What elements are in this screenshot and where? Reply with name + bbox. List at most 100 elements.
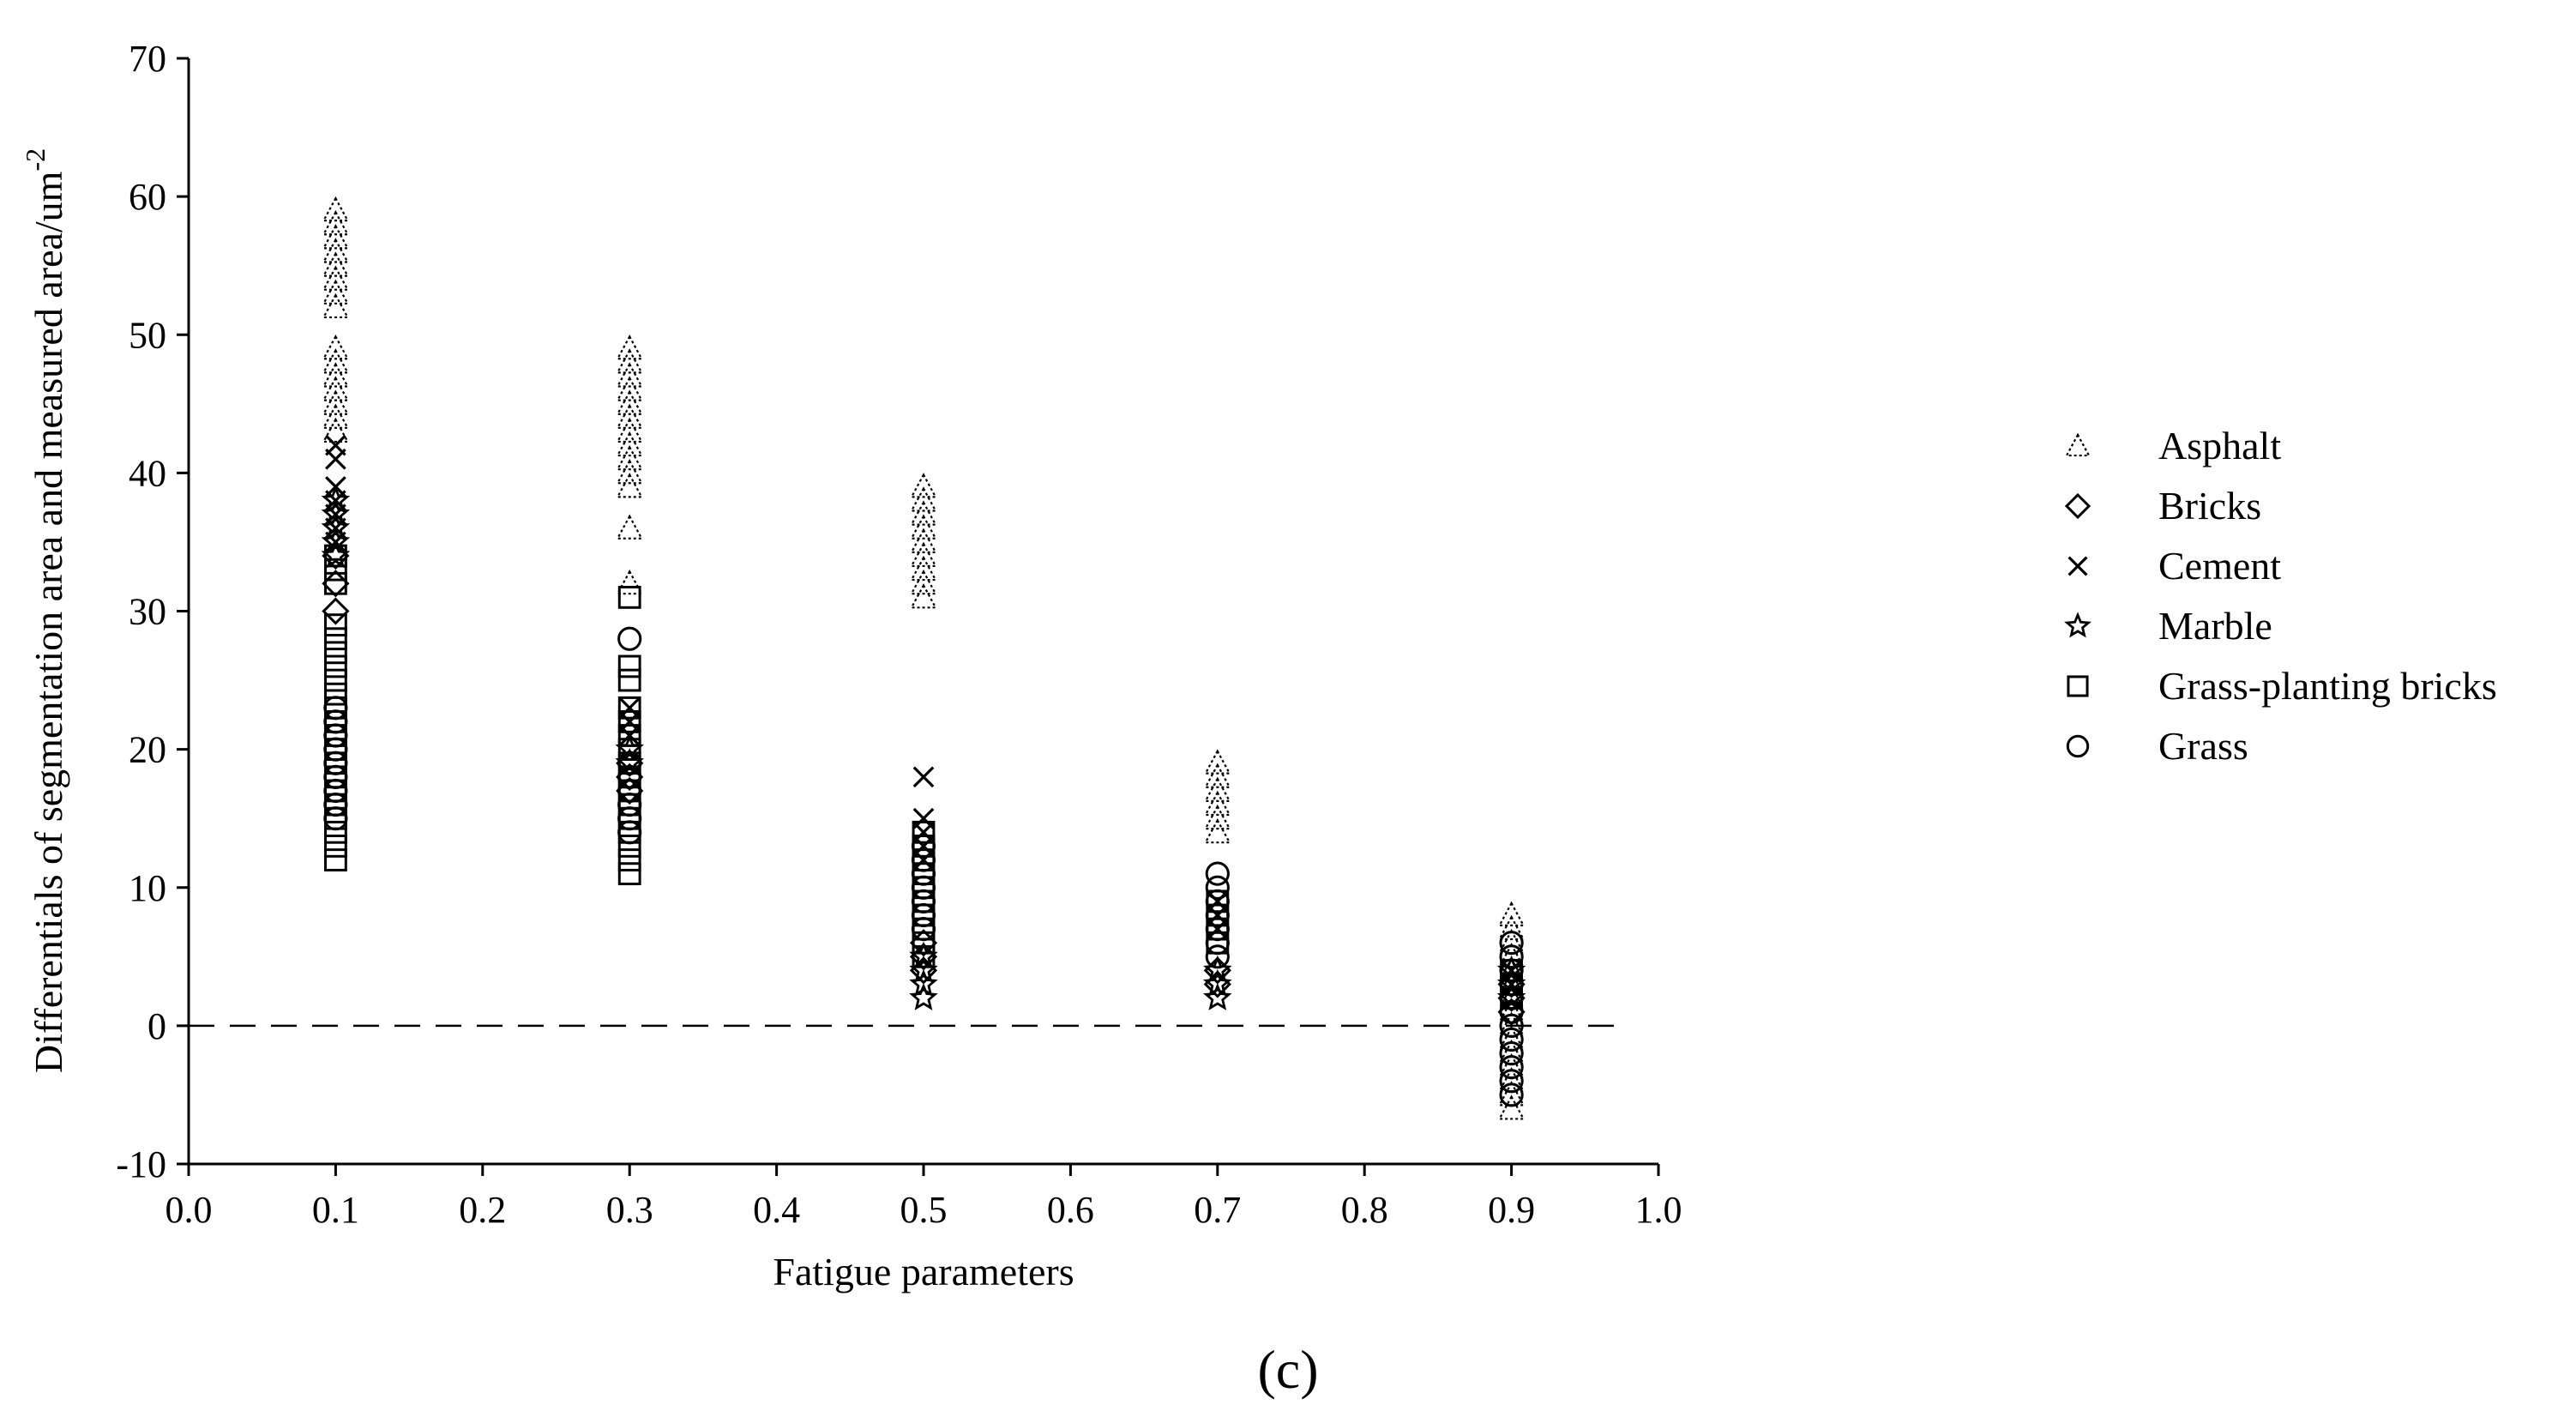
data-point-circle <box>1499 1041 1524 1066</box>
data-point-circle <box>911 916 936 942</box>
data-point-triangle <box>1203 790 1231 817</box>
data-point-circle <box>617 820 642 845</box>
data-point-circle <box>911 875 936 900</box>
data-point-cross <box>325 448 346 470</box>
panel-label: (c) <box>1257 1339 1318 1400</box>
data-point-triangle <box>1497 1094 1526 1120</box>
x-tick-label: 0.8 <box>1341 1189 1388 1231</box>
data-point-circle <box>617 751 642 775</box>
data-point-diamond <box>322 570 350 598</box>
data-point-circle <box>323 751 348 775</box>
data-point-circle <box>617 626 642 651</box>
data-point-triangle <box>322 279 350 304</box>
data-point-circle <box>323 778 348 804</box>
data-point-circle <box>911 889 936 913</box>
data-point-triangle <box>322 224 350 250</box>
data-point-circle <box>617 764 642 789</box>
data-point-square <box>324 682 347 706</box>
data-point-circle <box>911 847 936 872</box>
data-point-star <box>1496 955 1526 983</box>
y-tick-label: 60 <box>129 176 166 218</box>
data-point-circle <box>1499 1069 1524 1094</box>
x-tick-label: 0.0 <box>166 1189 213 1231</box>
data-points <box>321 196 1526 1120</box>
data-point-triangle <box>616 417 644 443</box>
data-point-square <box>324 627 347 651</box>
data-point-circle <box>1499 1082 1524 1107</box>
data-point-circle <box>1205 902 1230 928</box>
legend-marker-circle <box>2066 734 2090 758</box>
y-tick-label: 10 <box>129 867 166 909</box>
data-point-triangle <box>1497 901 1526 926</box>
data-point-square <box>324 558 347 582</box>
x-tick-label: 0.1 <box>312 1189 359 1231</box>
data-point-circle <box>1499 972 1524 997</box>
data-point-triangle <box>616 403 644 429</box>
y-axis-title: Differentials of segmentation area and m… <box>20 148 70 1073</box>
data-point-star <box>1203 955 1232 983</box>
legend-label: Marble <box>2158 604 2272 648</box>
data-point-triangle <box>1203 749 1231 775</box>
data-point-triangle <box>616 431 644 457</box>
data-point-triangle <box>616 514 644 540</box>
data-point-square <box>324 654 347 678</box>
legend: Asphalt Bricks Cement Marble Grass-planting … <box>2064 424 2497 768</box>
data-point-square <box>617 848 641 871</box>
data-point-circle <box>1205 889 1230 913</box>
data-point-triangle <box>322 417 350 443</box>
data-point-square <box>324 820 347 844</box>
x-tick-label: 0.6 <box>1047 1189 1094 1231</box>
data-point-triangle <box>322 362 350 388</box>
axes <box>187 58 1658 1166</box>
data-point-star <box>321 513 351 541</box>
data-point-square <box>912 944 936 968</box>
data-point-circle <box>323 737 348 762</box>
data-point-triangle <box>910 583 937 609</box>
data-point-circle <box>1499 944 1524 969</box>
y-tick-label: 20 <box>129 729 166 771</box>
data-point-circle <box>323 806 348 831</box>
data-point-triangle <box>910 569 937 595</box>
data-point-square <box>324 641 347 665</box>
data-point-star <box>321 499 351 527</box>
data-point-star <box>1203 968 1232 997</box>
data-point-triangle <box>322 210 350 236</box>
data-point-circle <box>1205 875 1230 900</box>
data-point-circle <box>323 792 348 817</box>
y-tick-label: -10 <box>116 1143 166 1185</box>
data-point-triangle <box>910 541 937 568</box>
data-point-triangle <box>616 389 644 415</box>
data-point-triangle <box>616 473 644 498</box>
data-point-triangle <box>322 348 350 374</box>
data-point-triangle <box>322 335 350 360</box>
data-point-square <box>324 544 347 568</box>
x-tick-label: 0.2 <box>459 1189 506 1231</box>
legend-item: Bricks <box>2064 484 2261 528</box>
data-point-circle <box>617 792 642 817</box>
x-tick-label: 1.0 <box>1635 1189 1682 1231</box>
data-point-square <box>617 668 641 692</box>
data-point-square <box>912 820 936 844</box>
series-cross <box>325 434 1522 995</box>
legend-label: Grass <box>2158 724 2248 768</box>
y-axis-title-text: Differentials of segmentation area and m… <box>27 171 70 1073</box>
legend-item: Asphalt <box>2065 424 2281 467</box>
data-point-star <box>321 540 351 569</box>
data-point-triangle <box>322 389 350 415</box>
data-point-diamond <box>322 597 350 625</box>
data-point-square <box>324 835 347 858</box>
legend-marker-diamond <box>2064 492 2091 520</box>
data-point-circle <box>1205 931 1230 956</box>
data-point-triangle <box>322 376 350 401</box>
x-axis-title: Fatigue parameters <box>773 1250 1074 1293</box>
data-point-star <box>909 983 938 1010</box>
data-point-triangle <box>616 348 644 374</box>
data-point-triangle <box>322 196 350 222</box>
data-point-triangle <box>616 376 644 401</box>
data-point-triangle <box>910 514 937 540</box>
y-axis-title-exponent: -2 <box>20 148 51 172</box>
data-point-square <box>617 835 641 858</box>
data-point-square <box>617 696 641 720</box>
data-point-circle <box>1205 861 1230 886</box>
legend-label: Bricks <box>2158 484 2261 528</box>
